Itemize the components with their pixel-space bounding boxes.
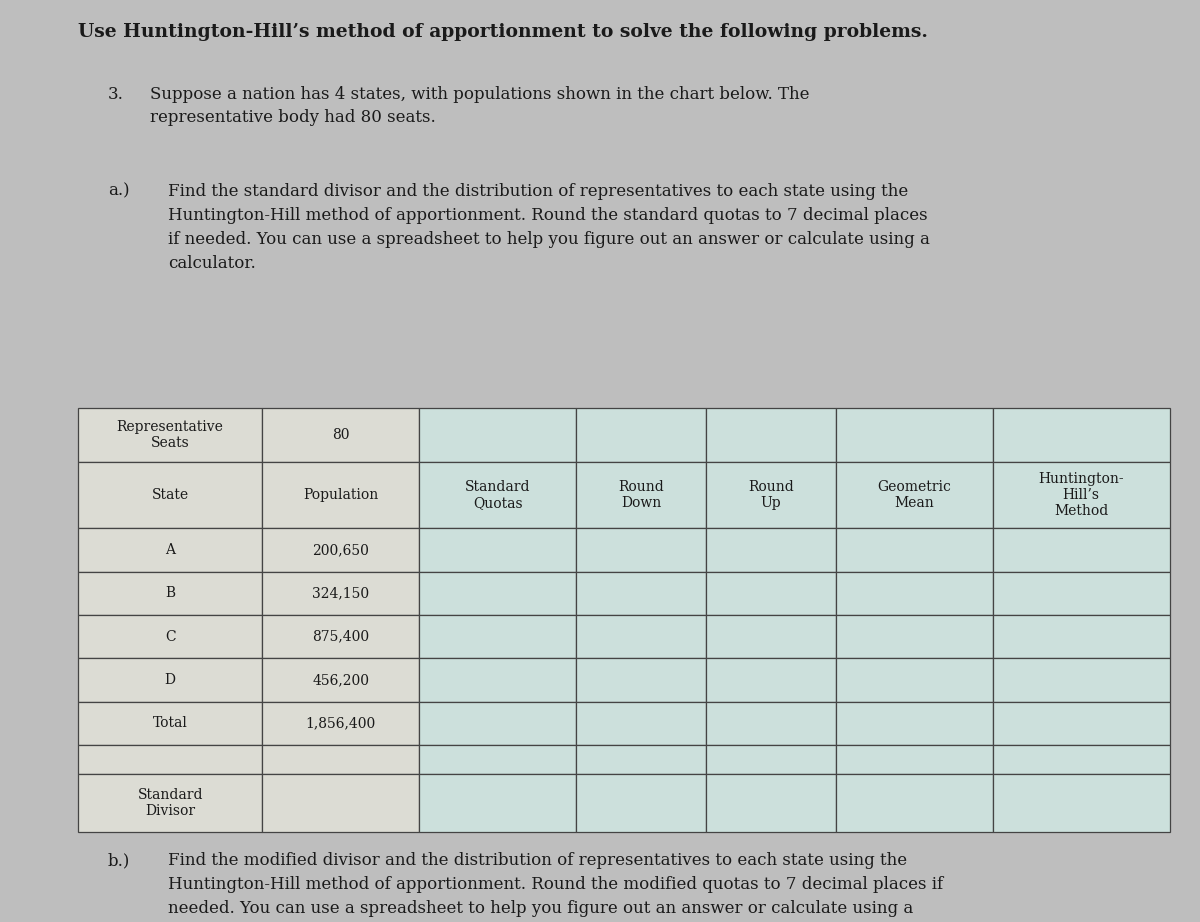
Text: Standard
Divisor: Standard Divisor [137,788,203,818]
Text: Total: Total [152,716,187,730]
Text: A: A [166,543,175,557]
Text: Geometric
Mean: Geometric Mean [877,480,950,510]
Text: Population: Population [304,488,378,502]
Text: Find the standard divisor and the distribution of representatives to each state : Find the standard divisor and the distri… [168,183,930,272]
Text: Standard
Quotas: Standard Quotas [464,480,530,510]
Text: State: State [151,488,188,502]
Text: B: B [166,586,175,600]
Text: Round
Up: Round Up [748,480,793,510]
Text: D: D [164,673,175,687]
Text: Find the modified divisor and the distribution of representatives to each state : Find the modified divisor and the distri… [168,852,943,922]
Text: 200,650: 200,650 [312,543,370,557]
Text: C: C [164,630,175,644]
Text: Round
Down: Round Down [618,480,664,510]
Text: Huntington-
Hill’s
Method: Huntington- Hill’s Method [1038,472,1124,518]
Text: a.): a.) [108,183,130,199]
Text: Suppose a nation has 4 states, with populations shown in the chart below. The
re: Suppose a nation has 4 states, with popu… [150,86,810,126]
Text: 324,150: 324,150 [312,586,370,600]
Text: Representative
Seats: Representative Seats [116,420,223,450]
Text: Use Huntington-Hill’s method of apportionment to solve the following problems.: Use Huntington-Hill’s method of apportio… [78,23,928,41]
Text: 80: 80 [332,428,349,443]
Text: 875,400: 875,400 [312,630,370,644]
Text: 1,856,400: 1,856,400 [306,716,376,730]
Text: b.): b.) [108,852,131,869]
Text: 456,200: 456,200 [312,673,370,687]
Text: 3.: 3. [108,86,124,102]
